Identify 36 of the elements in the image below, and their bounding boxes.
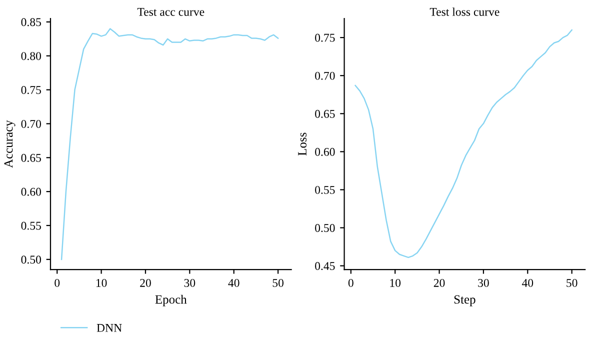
y-axis-title: Accuracy xyxy=(4,120,16,168)
x-tick-label: 10 xyxy=(390,278,401,287)
y-tick-label: 0.55 xyxy=(315,186,335,194)
x-tick-label: 10 xyxy=(96,278,107,287)
legend-label: DNN xyxy=(96,324,122,332)
y-tick-label: 0.65 xyxy=(21,154,41,162)
y-tick-label: 0.80 xyxy=(21,52,42,60)
x-tick-label: 20 xyxy=(140,278,151,287)
line-series xyxy=(354,29,572,258)
x-axis-title: Step xyxy=(454,295,476,306)
y-tick-label: 0.60 xyxy=(315,148,335,156)
x-tick-label: 30 xyxy=(478,278,489,287)
y-tick-label: 0.50 xyxy=(315,224,335,232)
x-tick-label: 20 xyxy=(434,278,445,287)
y-tick-label: 0.75 xyxy=(315,34,335,42)
x-tick-label: 0 xyxy=(54,278,60,287)
x-tick-label: 40 xyxy=(522,278,534,287)
y-tick-label: 0.65 xyxy=(315,110,335,118)
x-tick-label: 50 xyxy=(272,278,284,287)
y-axis-title: Loss xyxy=(298,132,306,156)
y-tick-label: 0.50 xyxy=(21,256,42,264)
y-tick-label: 0.85 xyxy=(21,18,41,26)
x-tick-label: 0 xyxy=(348,278,354,287)
chart-title: Test loss curve xyxy=(430,8,500,16)
y-tick-label: 0.75 xyxy=(21,86,41,94)
chart-title: Test acc curve xyxy=(137,8,204,16)
y-tick-label: 0.70 xyxy=(315,72,335,80)
y-tick-label: 0.70 xyxy=(21,120,42,128)
x-tick-label: 40 xyxy=(228,278,240,287)
y-tick-label: 0.45 xyxy=(315,262,335,270)
x-tick-label: 50 xyxy=(566,278,578,287)
x-axis-title: Epoch xyxy=(155,294,187,306)
x-tick-label: 30 xyxy=(184,278,196,287)
y-tick-label: 0.55 xyxy=(21,222,41,230)
line-series xyxy=(60,28,279,260)
y-tick-label: 0.60 xyxy=(21,188,42,196)
